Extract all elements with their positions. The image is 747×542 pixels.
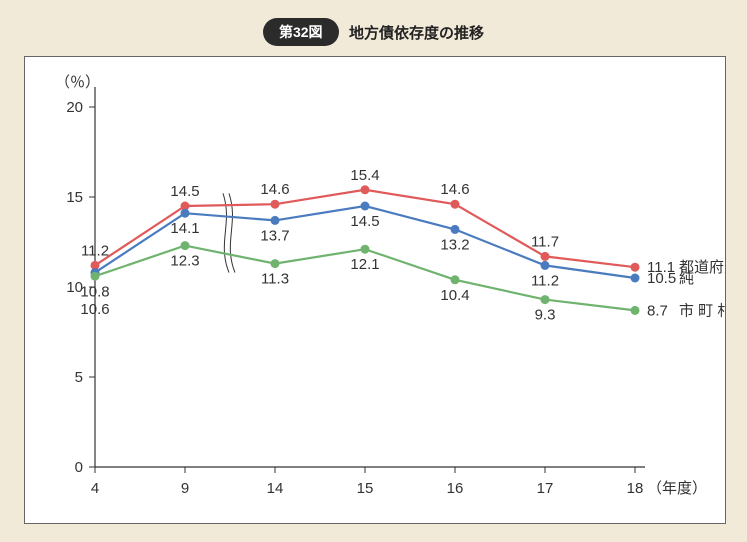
- y-tick-label: 20: [66, 99, 83, 116]
- y-tick-label: 15: [66, 189, 83, 206]
- data-point: [451, 275, 460, 284]
- legend-total: 純 計: [679, 270, 725, 287]
- x-tick-label: 15: [357, 480, 374, 497]
- data-point: [361, 202, 370, 211]
- y-unit-label: （％）: [55, 74, 100, 91]
- data-point: [271, 259, 280, 268]
- x-tick-label: 18: [627, 480, 644, 497]
- line-chart: （％）05101520491415161718（年度）11.214.514.61…: [25, 57, 725, 523]
- value-label: 10.6: [80, 301, 109, 318]
- data-point: [181, 241, 190, 250]
- y-tick-label: 5: [75, 369, 83, 386]
- value-label: 14.5: [170, 183, 199, 200]
- value-label: 13.2: [440, 236, 469, 253]
- value-label: 11.2: [81, 242, 109, 259]
- value-label: 14.5: [350, 213, 379, 230]
- x-tick-label: 9: [181, 480, 189, 497]
- value-label: 15.4: [350, 167, 379, 184]
- value-label: 10.4: [440, 287, 469, 304]
- data-point: [631, 274, 640, 283]
- value-label: 11.2: [531, 272, 559, 289]
- x-tick-label: 4: [91, 480, 99, 497]
- y-tick-label: 0: [75, 459, 83, 476]
- data-point: [631, 263, 640, 272]
- data-point: [541, 252, 550, 261]
- data-point: [451, 200, 460, 209]
- value-label: 8.7: [647, 302, 668, 319]
- data-point: [631, 306, 640, 315]
- data-point: [271, 200, 280, 209]
- data-point: [451, 225, 460, 234]
- x-tick-label: 16: [447, 480, 464, 497]
- value-label: 11.7: [531, 233, 559, 250]
- value-label: 12.3: [170, 253, 199, 270]
- chart-frame: （％）05101520491415161718（年度）11.214.514.61…: [24, 56, 726, 524]
- value-label: 14.6: [260, 181, 289, 198]
- x-tick-label: 14: [267, 480, 284, 497]
- chart-header: 第32図 地方債依存度の推移: [0, 0, 747, 46]
- value-label: 13.7: [260, 227, 289, 244]
- figure-title: 地方債依存度の推移: [349, 22, 484, 43]
- data-point: [361, 245, 370, 254]
- data-point: [541, 261, 550, 270]
- value-label: 9.3: [535, 307, 556, 324]
- data-point: [361, 185, 370, 194]
- value-label: 12.1: [350, 256, 379, 273]
- data-point: [181, 209, 190, 218]
- value-label: 11.3: [261, 271, 289, 288]
- x-tick-label: 17: [537, 480, 554, 497]
- legend-municipalities: 市 町 村: [679, 302, 725, 319]
- data-point: [541, 295, 550, 304]
- value-label: 10.8: [80, 284, 109, 301]
- data-point: [91, 272, 100, 281]
- value-label: 14.6: [440, 181, 469, 198]
- x-unit-label: （年度）: [647, 480, 707, 497]
- axes: [95, 87, 645, 467]
- value-label: 14.1: [170, 220, 199, 237]
- figure-number-pill: 第32図: [263, 18, 339, 46]
- data-point: [271, 216, 280, 225]
- value-label: 10.5: [647, 270, 676, 287]
